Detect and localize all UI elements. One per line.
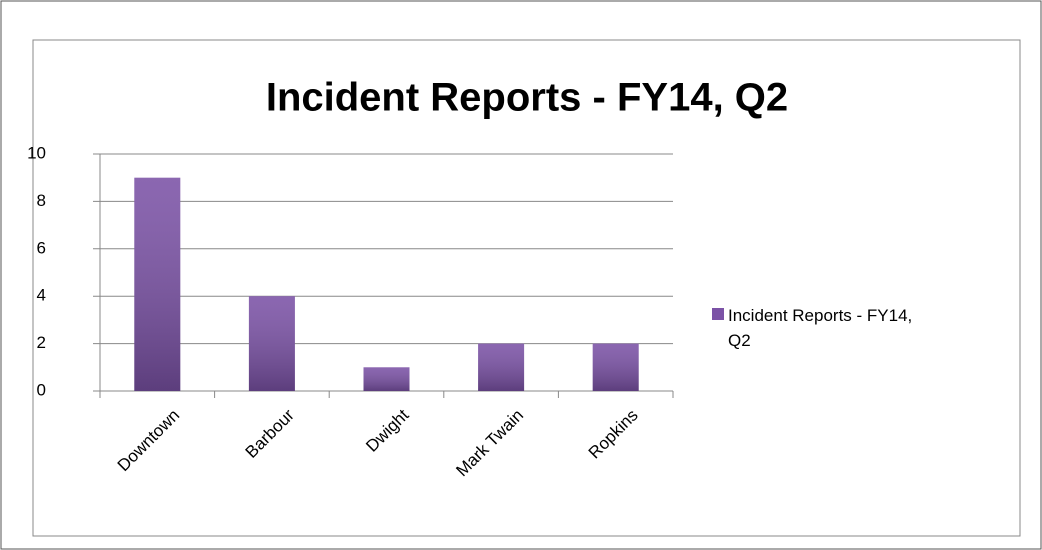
chart-frame	[32, 39, 1021, 537]
legend-label: Incident Reports - FY14, Q2	[728, 306, 913, 350]
bar-shade	[248, 296, 295, 391]
y-tick-label: 10	[27, 143, 46, 162]
y-tick-label: 2	[37, 333, 46, 352]
y-tick-label: 4	[37, 286, 46, 305]
y-tick-label: 6	[37, 238, 46, 257]
y-tick-label: 8	[37, 191, 46, 210]
bar-shade	[592, 343, 639, 391]
legend-swatch	[712, 308, 724, 320]
chart-title: Incident Reports - FY14, Q2	[266, 76, 788, 120]
bar-shade	[478, 343, 525, 391]
bar-shade	[134, 177, 181, 391]
y-tick-label: 0	[37, 380, 46, 399]
bar-shade	[363, 367, 410, 391]
